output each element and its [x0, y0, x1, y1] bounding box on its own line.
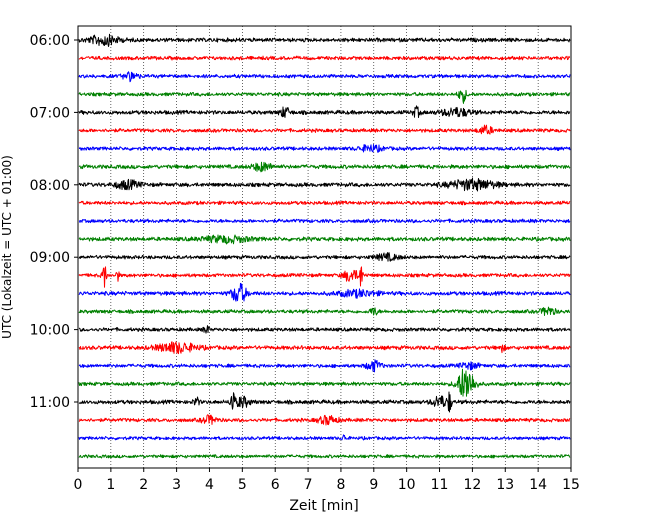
y-tick-label: 11:00 [30, 395, 70, 411]
x-tick-label: 7 [304, 477, 313, 493]
x-tick-label: 2 [139, 477, 148, 493]
seismogram-traces [78, 33, 571, 459]
x-tick-label: 13 [496, 477, 514, 493]
trace-line [78, 306, 570, 316]
trace-line [78, 144, 571, 153]
trace-line [78, 200, 571, 206]
y-tick-label: 06:00 [30, 33, 70, 49]
x-tick-label: 4 [205, 477, 214, 493]
trace-line [78, 434, 571, 441]
trace-line [78, 177, 571, 192]
x-tick-label: 14 [529, 477, 547, 493]
x-tick-label: 8 [336, 477, 345, 493]
x-tick-label: 3 [172, 477, 181, 493]
trace-line [78, 454, 571, 459]
plot-frame [77, 25, 572, 469]
y-axis-label: UTC (Lokalzeit = UTC + 01:00) [0, 155, 14, 339]
x-tick-label: 5 [238, 477, 247, 493]
y-tick-label: 08:00 [30, 178, 70, 194]
y-tick-label: 07:00 [30, 105, 70, 121]
y-axis-ticks: 06:00 07:00 08:00 09:00 10:00 11:00 [30, 33, 78, 411]
x-tick-label: 9 [369, 477, 378, 493]
x-tick-label: 10 [398, 477, 416, 493]
trace-line [78, 218, 571, 224]
x-tick-label: 15 [562, 477, 580, 493]
y-tick-label: 09:00 [30, 250, 70, 266]
x-tick-label: 6 [271, 477, 280, 493]
trace-line [78, 55, 571, 61]
y-tick-label: 10:00 [30, 323, 70, 339]
x-tick-label: 0 [74, 477, 83, 493]
trace-line [78, 89, 571, 104]
trace-line [78, 33, 571, 48]
trace-line [78, 234, 571, 245]
x-axis-ticks: 0 1 2 3 4 5 6 7 8 9 10 11 12 13 14 15 [74, 468, 580, 493]
x-tick-label: 11 [431, 477, 449, 493]
trace-line [78, 266, 571, 288]
x-tick-label: 1 [106, 477, 115, 493]
trace-line [78, 105, 571, 119]
trace-line [78, 359, 571, 373]
trace-line [78, 161, 571, 173]
x-tick-label: 12 [463, 477, 481, 493]
trace-line [78, 282, 571, 302]
trace-line [78, 252, 571, 262]
trace-line [78, 71, 571, 83]
trace-line [78, 414, 571, 426]
trace-line [78, 368, 571, 397]
trace-line [78, 325, 571, 334]
trace-line [78, 341, 571, 355]
x-axis-label: Zeit [min] [289, 498, 358, 514]
trace-line [78, 391, 571, 413]
trace-line [78, 124, 571, 135]
